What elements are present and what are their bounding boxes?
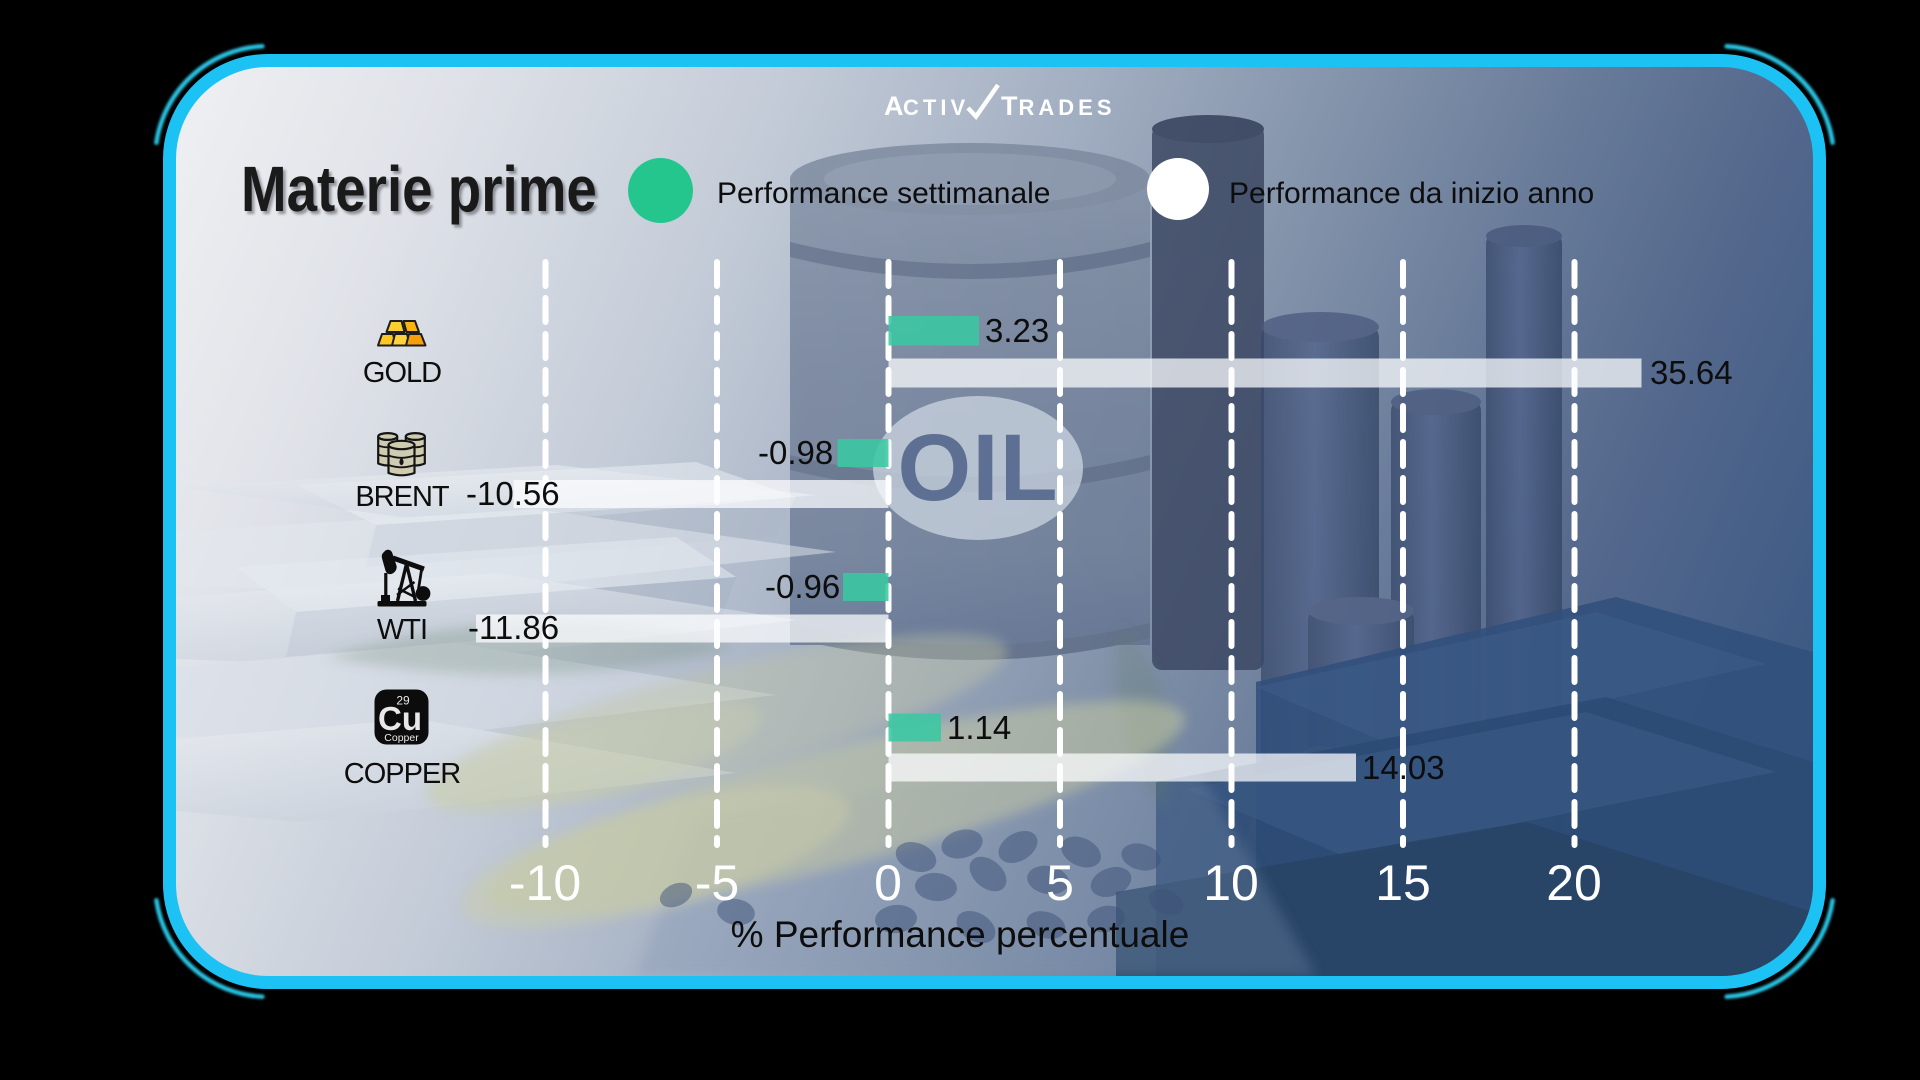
svg-text:T: T: [1001, 91, 1018, 121]
svg-text:CTIV: CTIV: [903, 95, 969, 120]
svg-text:Copper: Copper: [384, 732, 419, 744]
svg-text:29: 29: [396, 694, 410, 708]
svg-text:Cu: Cu: [378, 700, 422, 737]
svg-text:RADES: RADES: [1019, 95, 1116, 120]
svg-text:OIL: OIL: [897, 415, 1058, 521]
svg-text:A: A: [884, 91, 904, 121]
